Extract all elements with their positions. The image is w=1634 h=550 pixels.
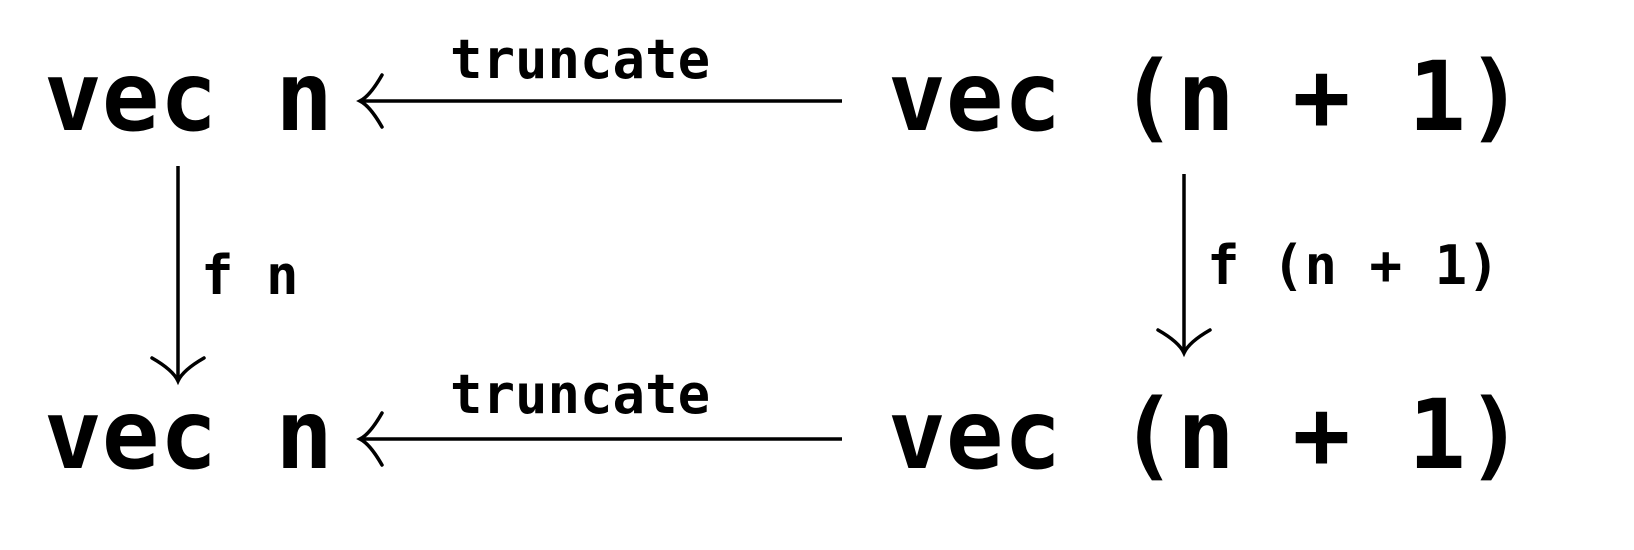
arrow-right-f-n-plus-1	[1156, 174, 1212, 358]
arrow-left-f-n	[150, 166, 206, 386]
edge-label-bottom: truncate	[450, 363, 710, 426]
arrow-left-head	[150, 356, 206, 386]
arrow-top-truncate	[356, 73, 842, 129]
arrow-right-head	[1156, 328, 1212, 358]
node-top-left: vec n	[44, 41, 333, 153]
node-bottom-right: vec (n + 1)	[888, 379, 1524, 491]
node-top-right: vec (n + 1)	[888, 41, 1524, 153]
node-bottom-left: vec n	[44, 379, 333, 491]
edge-label-top: truncate	[450, 28, 710, 91]
arrow-top-head	[356, 73, 384, 129]
arrow-bottom-truncate	[356, 411, 842, 467]
edge-label-left: f n	[201, 244, 299, 307]
arrow-bottom-head	[356, 411, 384, 467]
edge-label-right: f (n + 1)	[1207, 234, 1500, 297]
